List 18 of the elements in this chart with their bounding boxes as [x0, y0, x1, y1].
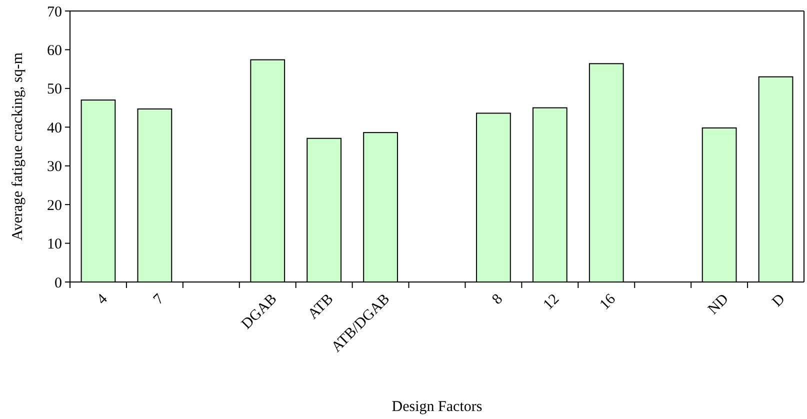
- y-tick-label: 40: [47, 120, 62, 136]
- y-tick-label: 30: [47, 159, 62, 176]
- y-tick-label: 20: [47, 198, 62, 214]
- x-tick-label: 16: [597, 290, 620, 314]
- x-tick-label: 12: [540, 291, 562, 314]
- y-axis-title: Average fatigue cracking, sq-m: [10, 52, 26, 240]
- y-tick-label: 0: [54, 275, 62, 292]
- x-tick-label: ND: [705, 291, 732, 318]
- x-axis-title: Design Factors: [392, 399, 482, 415]
- y-tick-label: 70: [47, 4, 62, 20]
- x-tick-label: ATB: [305, 291, 337, 323]
- x-tick-label: 7: [150, 290, 168, 308]
- y-tick-label: 10: [47, 236, 62, 253]
- y-tick-label: 50: [47, 82, 62, 98]
- x-tick-label: D: [769, 291, 788, 310]
- x-tick-label: 8: [489, 291, 506, 308]
- y-tick-label: 60: [47, 42, 62, 59]
- x-tick-label: 4: [94, 290, 112, 308]
